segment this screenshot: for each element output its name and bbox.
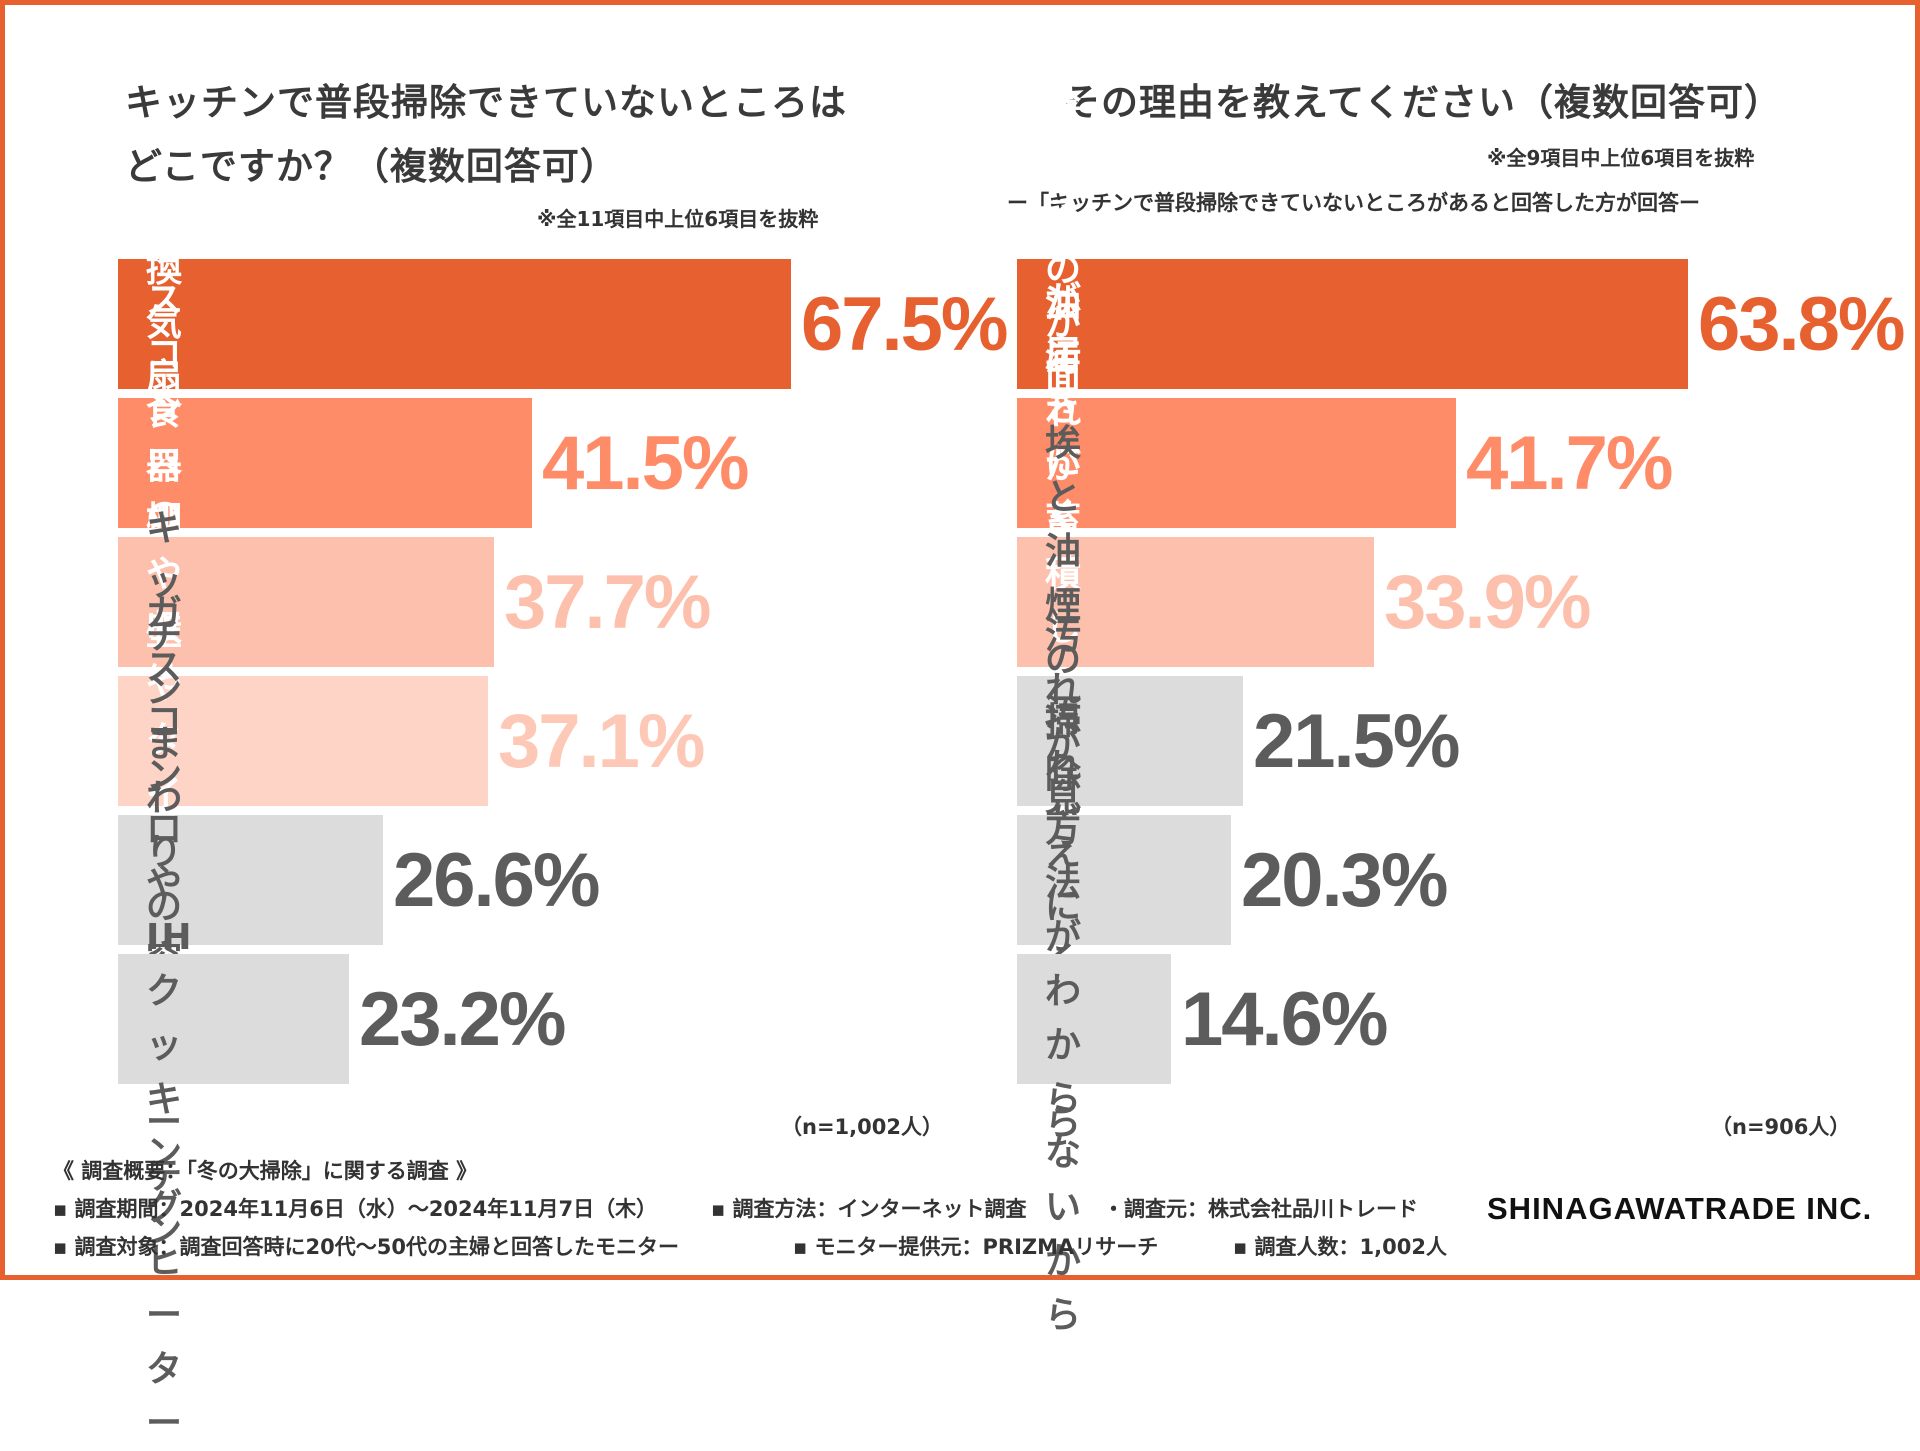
left-bar-value: 26.6% [393,815,599,945]
survey-target: ▪ 調査対象：調査回答時に20代〜50代の主婦と回答したモニター [53,1231,679,1261]
survey-heading: 《 調査概要：「冬の大掃除」に関する調査 》 [53,1155,477,1185]
right-bar [1017,954,1171,1084]
left-bar-label: ガスコンロや IHクッキングヒーター [146,954,194,1084]
left-chart-note: ※全11項目中上位6項目を抜粋 [537,203,818,232]
left-sample-size: （n=1,002人） [781,1111,943,1141]
right-bar-value: 20.3% [1241,815,1447,945]
company-logo: SHINAGAWATRADE INC. [1487,1191,1872,1227]
survey-size: ▪ 調査人数：1,002人 [1233,1231,1447,1261]
survey-panel: ▪ モニター提供元：PRIZMAリサーチ [793,1231,1158,1261]
survey-row-1: ▪ 調査期間：2024年11月6日（水）〜2024年11月7日（木） ▪ 調査方… [53,1193,1473,1219]
left-bar-value: 23.2% [359,954,565,1084]
left-bar-chart: 換気扇 67.5% ガスコンロの排気口 41.5% 食器棚や収納の中 37.7%… [118,259,948,1085]
left-bar-value: 37.1% [498,676,704,806]
survey-period: ▪ 調査期間：2024年11月6日（水）〜2024年11月7日（木） [53,1193,657,1223]
left-bar-value: 41.5% [542,398,748,528]
left-chart-title: キッチンで普段掃除できていないところは どこですか？（複数回答可） [125,71,945,199]
right-bar-value: 21.5% [1253,676,1459,806]
right-bar-value: 33.9% [1384,537,1590,667]
left-bar [118,259,791,389]
right-bar [1017,259,1688,389]
right-sample-size: （n=906人） [1711,1111,1850,1141]
infographic-frame: キッチンで普段掃除できていないところは どこですか？（複数回答可） ※全11項目… [0,0,1920,1280]
survey-source: ・調査元：株式会社品川トレード [1103,1193,1418,1223]
right-bar-value: 41.7% [1466,398,1672,528]
right-chart-subnote: ー「キッチンで普段掃除できていないところがあると回答した方が回答ー [1007,187,1700,217]
survey-method: ▪ 調査方法：インターネット調査 [711,1193,1027,1223]
right-bar-value: 14.6% [1181,954,1387,1084]
left-bar-value: 67.5% [801,259,1007,389]
right-chart-note: ※全9項目中上位6項目を抜粋 [1487,142,1754,171]
right-bar-chart: 掃除するのが面倒だから 63.8% 手が届きにくいから 41.7% 油汚れが蓄積… [1017,259,1877,1085]
left-bar-value: 37.7% [504,537,710,667]
survey-row-2: ▪ 調査対象：調査回答時に20代〜50代の主婦と回答したモニター ▪ モニター提… [53,1231,1473,1257]
right-bar-label: 掃除方法がわからないから [1045,954,1083,1084]
right-bar-value: 63.8% [1698,259,1904,389]
right-chart-title: その理由を教えてください（複数回答可） [1063,71,1883,135]
